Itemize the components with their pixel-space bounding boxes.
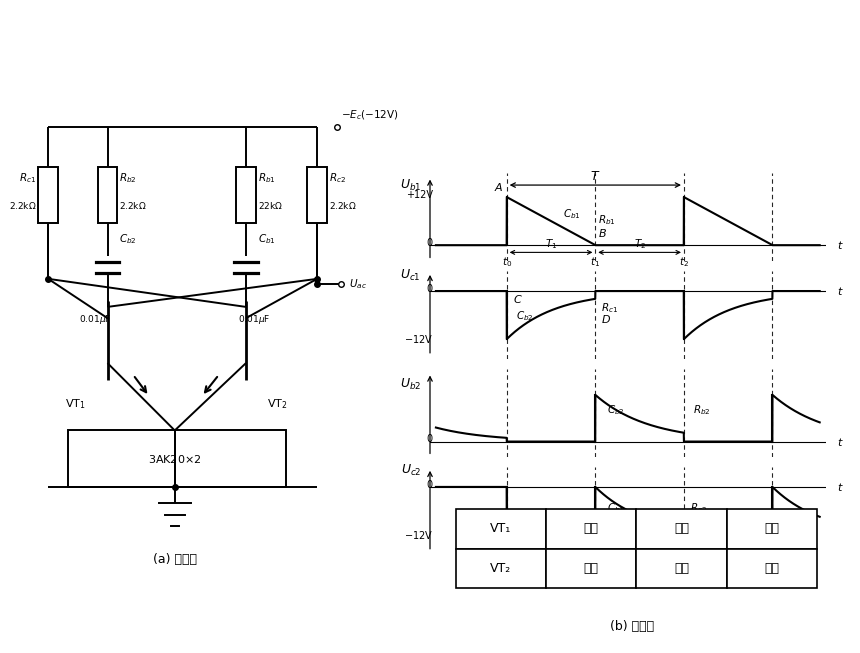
- Text: 0: 0: [427, 480, 433, 490]
- Text: $T$: $T$: [590, 170, 600, 183]
- Text: $R_{c2}$: $R_{c2}$: [690, 501, 707, 515]
- Text: $R_{b2}$: $R_{b2}$: [120, 171, 137, 185]
- Text: $-E_c(-12\mathrm{V})$: $-E_c(-12\mathrm{V})$: [341, 108, 398, 121]
- Text: 0: 0: [427, 238, 433, 248]
- Text: $R_{b1}$: $R_{b1}$: [258, 171, 276, 185]
- Text: $U_{c2}$: $U_{c2}$: [401, 464, 421, 479]
- Text: $U_{ac}$: $U_{ac}$: [349, 278, 366, 291]
- Text: $R_{c2}$: $R_{c2}$: [329, 171, 346, 185]
- Text: $t_2$: $t_2$: [679, 255, 689, 269]
- Text: (b) 波形图: (b) 波形图: [610, 620, 654, 633]
- Text: $U_{b2}$: $U_{b2}$: [400, 377, 421, 392]
- Text: VT$_2$: VT$_2$: [267, 397, 288, 411]
- Text: $t_0$: $t_0$: [501, 255, 512, 269]
- Text: $T_1$: $T_1$: [545, 237, 557, 251]
- Text: $D$: $D$: [601, 313, 611, 325]
- Text: VT$_1$: VT$_1$: [65, 397, 86, 411]
- Text: +12V: +12V: [406, 190, 433, 200]
- Text: $T_2$: $T_2$: [634, 237, 646, 251]
- Text: 0: 0: [427, 284, 433, 294]
- Text: $U_{b1}$: $U_{b1}$: [400, 178, 421, 193]
- Text: $0.01\mu$F: $0.01\mu$F: [79, 313, 112, 326]
- Text: 2.2k$\Omega$: 2.2k$\Omega$: [120, 200, 147, 212]
- Bar: [236, 167, 256, 223]
- Text: $R_{c1}$: $R_{c1}$: [19, 171, 36, 185]
- Text: $t$: $t$: [838, 285, 845, 297]
- Text: $R_{b1}$: $R_{b1}$: [599, 213, 616, 227]
- Text: $-$12V: $-$12V: [404, 529, 433, 541]
- Text: $A$: $A$: [494, 181, 504, 193]
- Text: 0: 0: [427, 434, 433, 444]
- Text: $B$: $B$: [599, 227, 607, 239]
- Text: $C_{b2}$: $C_{b2}$: [120, 232, 137, 246]
- Bar: [68, 430, 286, 486]
- Text: $C_{b2}$: $C_{b2}$: [607, 403, 625, 417]
- Text: $t_1$: $t_1$: [590, 255, 600, 269]
- Text: $C_{b2}$: $C_{b2}$: [516, 309, 533, 323]
- Text: $R_{c1}$: $R_{c1}$: [601, 301, 618, 315]
- Text: $C_{b1}$: $C_{b1}$: [258, 232, 276, 246]
- Text: $R_{b2}$: $R_{b2}$: [693, 403, 710, 417]
- Text: $t$: $t$: [838, 239, 845, 251]
- Text: $t$: $t$: [838, 436, 845, 447]
- Text: $C_{b1}$: $C_{b1}$: [562, 207, 581, 221]
- Bar: [98, 167, 117, 223]
- Text: $t$: $t$: [838, 481, 845, 493]
- Text: $U_{c1}$: $U_{c1}$: [401, 268, 421, 283]
- Text: (a) 电路图: (a) 电路图: [153, 553, 197, 566]
- Text: 2.2k$\Omega$: 2.2k$\Omega$: [9, 200, 36, 212]
- Text: 22k$\Omega$: 22k$\Omega$: [258, 200, 283, 212]
- Text: 2.2k$\Omega$: 2.2k$\Omega$: [329, 200, 357, 212]
- Text: 3AK20$\times$2: 3AK20$\times$2: [148, 453, 201, 464]
- Text: $C$: $C$: [513, 293, 522, 305]
- Text: $C_{b1}$: $C_{b1}$: [607, 501, 625, 515]
- Bar: [307, 167, 327, 223]
- Text: $0.01\mu$F: $0.01\mu$F: [237, 313, 270, 326]
- Bar: [39, 167, 58, 223]
- Text: $-$12V: $-$12V: [404, 333, 433, 345]
